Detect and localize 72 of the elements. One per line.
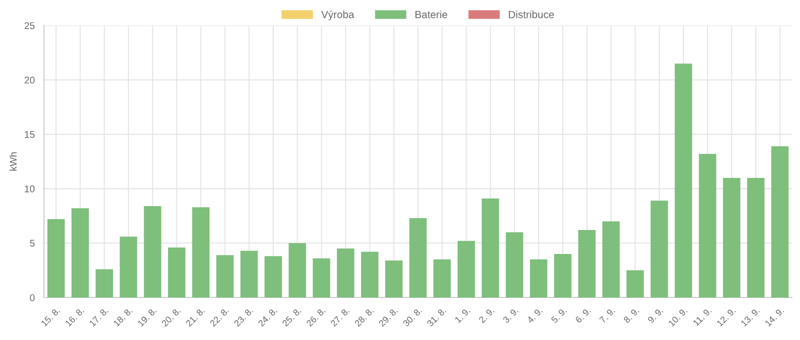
bar [168,247,186,298]
x-tick-label: 2. 9. [478,307,494,324]
bar [674,64,692,298]
x-tick-label: 10. 9. [668,307,688,327]
x-tick-label: 31. 8. [426,307,446,327]
x-tick-label: 6. 9. [574,307,592,324]
x-tick-label: 26. 8. [306,307,326,327]
legend-label: Baterie [415,10,448,18]
x-tick-label: 24. 8. [258,307,278,327]
bar [264,256,282,298]
bar [192,207,210,298]
bar [96,269,114,298]
bar [771,146,789,298]
bar [385,260,403,298]
y-tick-label: 25 [24,22,35,30]
x-tick-label: 28. 8. [354,307,374,327]
legend-label: Distribuce [508,10,554,18]
x-tick-label: 8. 9. [623,307,640,324]
x-tick-label: 20. 8. [161,307,181,327]
bar [47,219,65,298]
bar [240,250,258,298]
bar [578,230,596,298]
x-tick-label: 27. 8. [330,307,350,327]
x-tick-label: 21. 8. [185,307,205,327]
bar [482,198,500,298]
bar [433,259,451,298]
x-tick-label: 15. 8. [40,307,60,327]
bar [144,206,162,298]
y-tick-label: 0 [30,294,35,302]
x-tick-label: 23. 8. [234,307,254,327]
legend-label: Výroba [321,10,354,20]
x-tick-label: 22. 8. [209,307,230,327]
y-tick-label: 15 [24,131,35,138]
bar [216,255,234,298]
bar [722,178,740,298]
bar [409,218,427,298]
x-tick-label: 25. 8. [282,307,302,327]
y-axis-title: kWh [10,152,17,171]
bar [458,240,475,298]
x-tick-label: 13. 9. [740,307,760,327]
y-tick-label: 5 [30,240,35,247]
bar [361,252,378,298]
y-tick-label: 10 [24,185,35,192]
x-tick-label: 17. 8. [89,307,108,327]
x-tick-label: 18. 8. [113,307,133,327]
x-tick-label: 4. 9. [526,307,543,324]
bar [530,259,548,298]
bar [506,232,524,298]
bar [626,270,644,298]
x-tick-label: 14. 9. [764,307,784,327]
x-tick-label: 7. 9. [599,307,616,324]
x-tick-label: 9. 9. [647,307,664,324]
x-tick-label: 16. 8. [64,307,84,327]
bar [312,258,330,298]
y-tick-label: 20 [24,76,35,84]
x-tick-label: 12. 9. [716,307,736,327]
x-tick-label: 29. 8. [378,307,398,327]
bar [554,254,572,298]
x-tick-label: 11. 9. [692,307,712,326]
bar [698,154,716,298]
bar [72,208,89,298]
bar [288,243,306,298]
x-tick-label: 3. 9. [502,307,519,324]
bar [120,236,138,298]
x-tick-label: 1. 9. [454,307,470,324]
bar [602,221,620,298]
bar [747,178,764,298]
x-tick-label: 5. 9. [550,307,567,324]
bar [650,200,668,298]
bar [336,248,354,298]
x-tick-label: 30. 8. [402,307,422,327]
x-tick-label: 19. 8. [137,307,157,327]
